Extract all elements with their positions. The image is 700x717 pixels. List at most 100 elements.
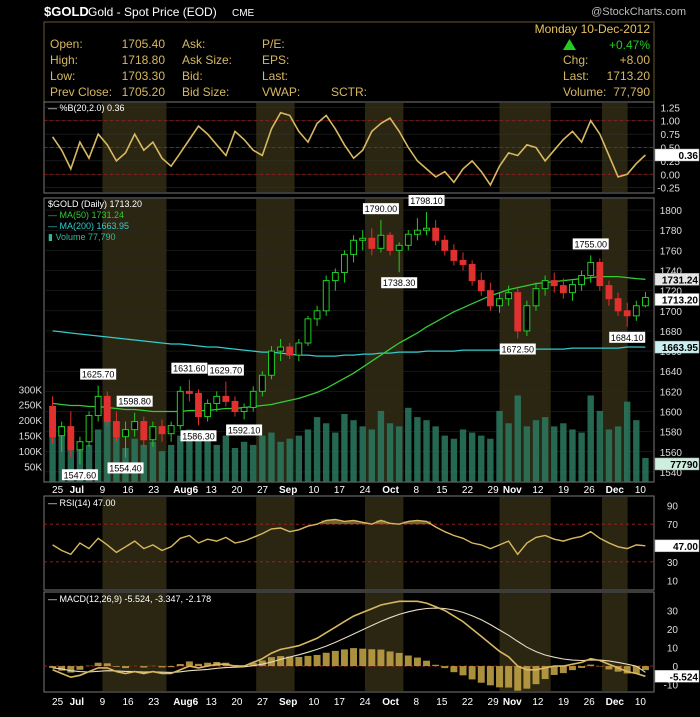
x-tick-label: 17 [334,697,346,708]
quote-value: 1705.20 [122,85,166,99]
macd-histogram-bar [469,666,476,679]
volume-bar [633,420,639,482]
volume-bar [150,442,156,482]
macd-histogram-bar [295,657,302,666]
volume-bar [578,433,584,482]
month-band [102,593,166,691]
volume-bar [168,445,174,482]
volume-bar [524,426,530,482]
x-tick-label: 26 [584,485,596,496]
price-annotation: 1547.60 [64,470,97,480]
quote-label: Prev Close: [50,85,112,99]
x-tick-label: 24 [359,697,371,708]
volume-tick-label: 100K [19,447,43,458]
quote-label: Ask: [182,37,205,51]
candle-body [360,238,366,240]
x-tick-label: 20 [231,697,243,708]
up-arrow-icon [563,39,576,50]
macd-histogram-bar [396,653,403,666]
macd-histogram-bar [387,651,394,666]
volume-bar [469,433,475,482]
candle-body [168,426,174,434]
candle-body [351,240,357,254]
y-tick-label: -0.25 [657,184,680,195]
volume-bar [405,408,411,482]
candle-body [223,396,229,401]
candle-body [186,391,192,393]
volume-bar [451,439,457,482]
volume-bar [232,448,238,482]
x-tick-label: 23 [148,485,160,496]
candle-body [232,401,238,411]
macd-histogram-bar [432,665,439,666]
macd-histogram-bar [496,666,503,687]
volume-bar [314,417,320,482]
price-annotation: 1798.10 [410,196,443,206]
macd-histogram-bar [67,666,74,672]
panel-title: — MACD(12,26,9) -5.524, -3.347, -2.178 [48,594,211,604]
legend-ma200: — MA(200) 1663.95 [48,221,129,231]
macd-histogram-bar [450,666,457,672]
rsi-last-label: 47.00 [673,542,698,553]
x-tick-label: 12 [532,485,544,496]
volume-tick-label: 250K [19,401,43,412]
y-tick-label: 1640 [660,367,683,378]
candle-body [643,298,649,306]
candle-body [95,396,101,415]
quote-label: Last: [262,69,288,83]
legend-ma50: — MA(50) 1731.24 [48,210,124,220]
price-annotation: 1631.60 [173,364,206,374]
candle-body [396,245,402,250]
volume-tick-label: 300K [19,385,43,396]
x-tick-label: 12 [532,697,544,708]
y-tick-label: 10 [667,577,679,588]
candle-body [250,391,256,407]
quote-label: Volume: [563,85,606,99]
macd-histogram-bar [350,648,357,666]
quote-value: 77,790 [613,85,650,99]
price-annotation: 1625.70 [82,370,115,380]
x-tick-label: Dec [606,697,625,708]
x-tick-label: Nov [503,485,522,496]
quote-label: VWAP: [262,85,300,99]
candle-body [542,281,548,289]
candle-body [515,293,521,331]
volume-bar [396,426,402,482]
candle-body [433,228,439,240]
volume-bar [305,429,311,482]
candle-body [259,375,265,391]
month-band [365,593,403,691]
quote-label: Bid: [182,69,203,83]
y-tick-label: 1.00 [661,117,681,128]
volume-bar [515,395,521,482]
macd-last-label: -5.524 [670,672,699,683]
x-tick-label: 15 [436,697,448,708]
candle-body [369,238,375,248]
x-tick-label: 8 [413,697,419,708]
candle-body [533,289,539,306]
y-tick-label: 90 [667,501,679,512]
y-tick-label: 30 [667,607,679,618]
y-tick-label: 1580 [660,428,683,439]
x-tick-label: 10 [308,485,320,496]
candle-body [241,407,247,411]
volume-bar [597,411,603,482]
candle-body [141,422,147,440]
macd-histogram-bar [323,653,330,666]
x-tick-label: Sep [279,697,297,708]
volume-bar [287,439,293,482]
x-tick-label: Aug6 [173,697,198,708]
x-tick-label: 22 [462,485,474,496]
candle-body [624,311,630,316]
volume-bar [159,451,165,482]
price-annotation: 1755.00 [574,239,607,249]
macd-histogram-bar [140,666,147,667]
candle-body [506,293,512,299]
quote-value: 1713.20 [607,69,651,83]
candle-body [214,396,220,403]
volume-bar [432,426,438,482]
x-tick-label: 24 [359,485,371,496]
candle-body [323,281,329,311]
volume-bar [223,436,229,482]
